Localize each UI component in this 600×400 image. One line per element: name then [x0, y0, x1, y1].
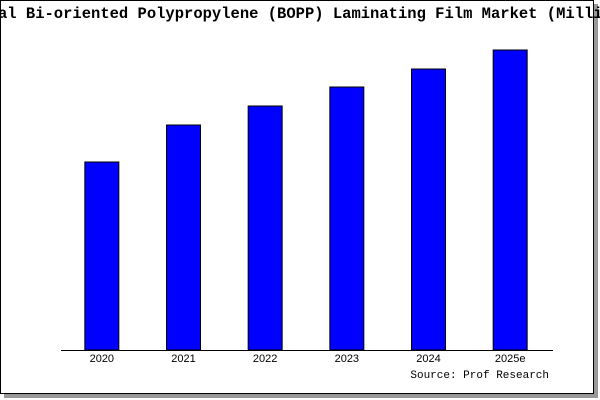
x-tick-label: 2020 — [90, 353, 114, 365]
bar — [329, 86, 365, 351]
source-note: Source: Prof Research — [410, 370, 549, 382]
bar — [247, 105, 283, 351]
x-tick-label: 2021 — [171, 353, 195, 365]
x-tick-label: 2022 — [253, 353, 277, 365]
bar — [492, 49, 528, 351]
bar — [84, 161, 120, 351]
chart-title: al Bi-oriented Polypropylene (BOPP) Lami… — [0, 5, 600, 23]
bar — [166, 124, 201, 351]
x-tick-label: 2023 — [335, 353, 359, 365]
bar — [411, 68, 446, 351]
x-tick-label: 2024 — [416, 353, 440, 365]
x-tick-label: 2025e — [495, 353, 526, 365]
